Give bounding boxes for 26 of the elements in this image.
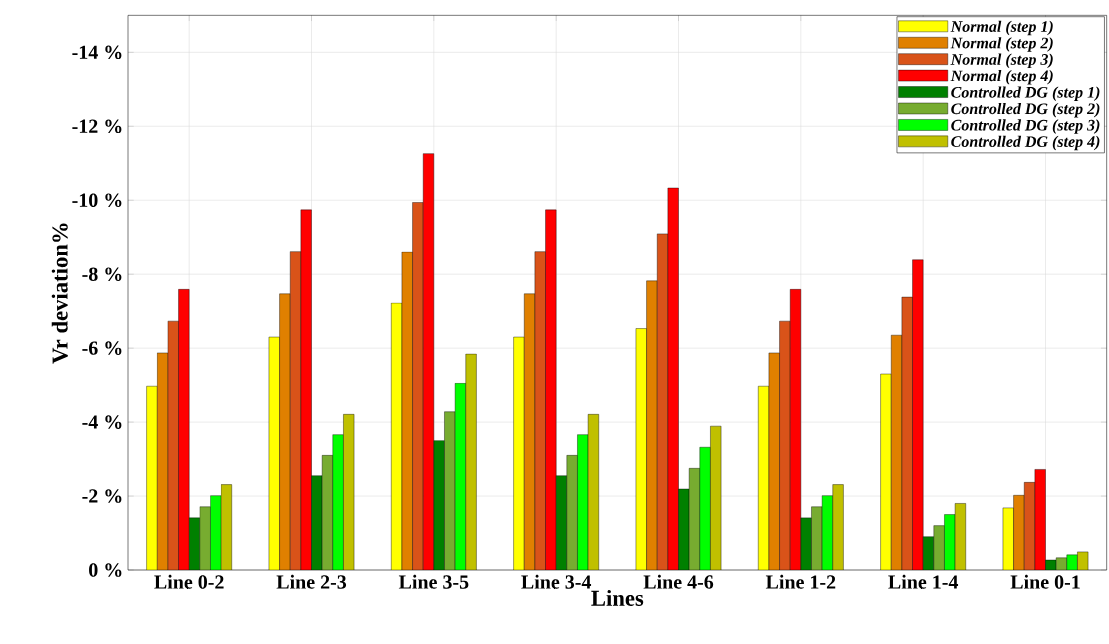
x-tick-label: Line 1-4 <box>888 574 959 589</box>
y-tick-label: -12 % <box>72 119 122 134</box>
legend-label: Controlled DG (step 3) <box>951 119 1100 134</box>
x-tick-label: Line 1-2 <box>765 574 836 589</box>
legend-label: Controlled DG (step 1) <box>951 86 1100 101</box>
y-tick-label: 0 % <box>89 563 122 577</box>
legend-label: Normal (step 4) <box>950 70 1053 85</box>
y-axis-title: Vr deviation% <box>51 223 68 364</box>
y-tick-label: -14 % <box>72 45 122 60</box>
x-tick-label: Line 0-1 <box>1010 574 1080 589</box>
x-tick-label: Line 4-6 <box>643 574 714 589</box>
y-tick-label: -2 % <box>82 489 122 503</box>
x-tick-label: Line 2-3 <box>276 574 347 589</box>
x-tick-label: Line 3-4 <box>521 574 592 589</box>
y-tick-label: -6 % <box>82 341 122 355</box>
legend-label: Normal (step 1) <box>950 20 1053 36</box>
y-tick-label: -8 % <box>82 267 122 281</box>
y-tick-label: -10 % <box>72 193 122 208</box>
legend-label: Normal (step 2) <box>950 37 1053 52</box>
x-tick-label: Line 0-2 <box>154 574 224 589</box>
y-tick-label: -4 % <box>82 415 122 429</box>
legend-label: Controlled DG (step 4) <box>951 135 1100 151</box>
x-tick-label: Line 3-5 <box>398 574 469 589</box>
legend-label: Controlled DG (step 2) <box>951 102 1100 118</box>
legend-label: Normal (step 3) <box>950 53 1053 69</box>
x-axis-title: Lines <box>591 589 644 606</box>
